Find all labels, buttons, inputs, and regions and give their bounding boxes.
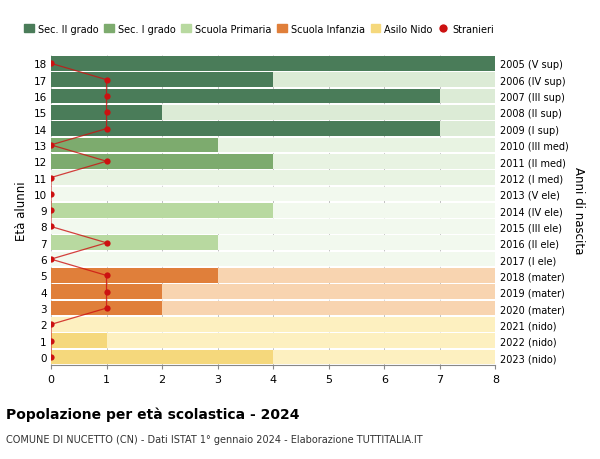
Bar [51, 220, 496, 235]
Bar [51, 203, 496, 218]
Bar [51, 301, 162, 316]
Bar [51, 236, 218, 251]
Bar [51, 285, 162, 299]
Bar [51, 155, 273, 169]
Bar [51, 155, 496, 169]
Bar [51, 317, 496, 332]
Bar [51, 138, 218, 153]
Bar [51, 73, 496, 88]
Bar [51, 334, 107, 348]
Bar [51, 171, 496, 185]
Bar [51, 57, 496, 72]
Bar [51, 285, 496, 299]
Bar [51, 90, 440, 104]
Bar [51, 90, 496, 104]
Bar [51, 187, 496, 202]
Bar [51, 269, 218, 283]
Bar [51, 334, 496, 348]
Bar [51, 122, 496, 137]
Bar [51, 73, 273, 88]
Bar [51, 106, 162, 120]
Y-axis label: Età alunni: Età alunni [15, 181, 28, 241]
Y-axis label: Anni di nascita: Anni di nascita [572, 167, 585, 254]
Text: Popolazione per età scolastica - 2024: Popolazione per età scolastica - 2024 [6, 406, 299, 421]
Bar [51, 269, 496, 283]
Bar [51, 350, 273, 364]
Bar [51, 236, 496, 251]
Text: COMUNE DI NUCETTO (CN) - Dati ISTAT 1° gennaio 2024 - Elaborazione TUTTITALIA.IT: COMUNE DI NUCETTO (CN) - Dati ISTAT 1° g… [6, 434, 422, 444]
Bar [51, 106, 496, 120]
Bar [51, 57, 496, 72]
Bar [51, 301, 496, 316]
Bar [51, 252, 496, 267]
Bar [51, 350, 496, 364]
Bar [51, 203, 273, 218]
Bar [51, 122, 440, 137]
Legend: Sec. II grado, Sec. I grado, Scuola Primaria, Scuola Infanzia, Asilo Nido, Stran: Sec. II grado, Sec. I grado, Scuola Prim… [20, 21, 498, 39]
Bar [51, 138, 496, 153]
